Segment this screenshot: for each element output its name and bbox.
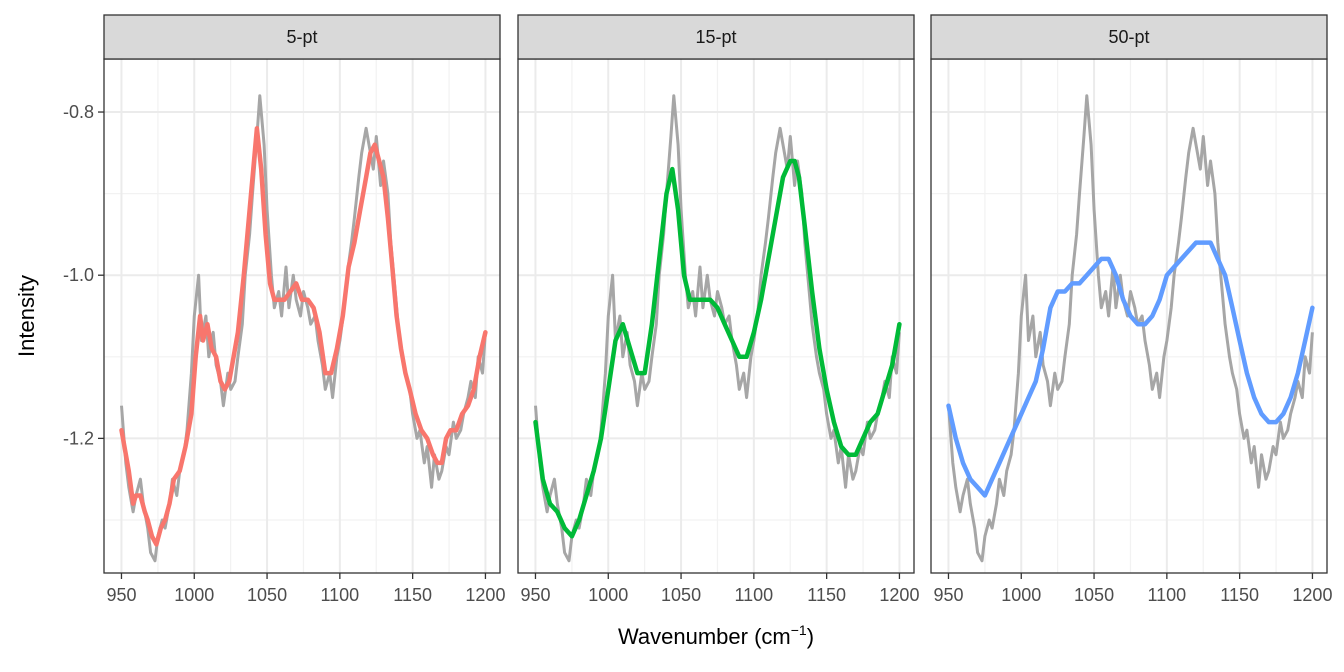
x-tick-label: 1150	[807, 585, 846, 605]
facet-strip	[103, 14, 501, 60]
facet-panel-1: 5-pt 950 1000 1050 1100 1150 1200 -1.2 -1.0 -0.8	[63, 14, 505, 605]
facet-strip	[930, 14, 1328, 60]
smoothed-line-15-pt	[533, 158, 902, 539]
x-tick-label: 1050	[1074, 585, 1114, 605]
x-tick-label: 950	[933, 585, 963, 605]
y-axis-title: Intensity	[14, 275, 39, 357]
x-axis-title-superscript: −1	[791, 622, 807, 638]
smoothed-line-50-pt	[946, 240, 1315, 498]
y-tick-label: -1.0	[63, 265, 94, 285]
x-tick-label: 1200	[465, 585, 505, 605]
panels-layer: 5-pt 950 1000 1050 1100 1150 1200 -1.2 -1.0 -0.8 1…	[63, 14, 1332, 605]
facet-panel-3: 50-pt 950 1000 1050 1100 1150 1200	[930, 14, 1332, 605]
facet-panel-2: 15-pt 950 1000 1050 1100 1150 1200	[517, 14, 919, 605]
x-tick-label: 1050	[247, 585, 287, 605]
x-tick-label: 1100	[1147, 585, 1186, 605]
x-tick-label: 1200	[879, 585, 919, 605]
x-tick-label: 1000	[174, 585, 214, 605]
x-tick-label: 950	[106, 585, 136, 605]
x-tick-label: 1000	[1001, 585, 1041, 605]
facet-strip-label: 5-pt	[286, 27, 317, 47]
facet-strip-label: 50-pt	[1108, 27, 1149, 47]
x-tick-label: 1150	[393, 585, 432, 605]
raw-spectrum-line	[947, 94, 1314, 563]
x-axis-title-close: )	[807, 624, 814, 649]
facet-strip-label: 15-pt	[695, 27, 736, 47]
x-axis-title-main: Wavenumber (cm	[618, 624, 791, 649]
x-tick-label: 1150	[1220, 585, 1259, 605]
y-tick-label: -1.2	[63, 428, 94, 448]
x-tick-label: 1000	[588, 585, 628, 605]
x-tick-label: 1200	[1292, 585, 1332, 605]
x-tick-label: 1050	[661, 585, 701, 605]
x-axis-title: Wavenumber (cm−1)	[618, 622, 814, 649]
smoothed-line-5-pt	[119, 126, 488, 547]
x-tick-label: 1100	[734, 585, 773, 605]
x-tick-label: 1100	[320, 585, 359, 605]
x-tick-label: 950	[520, 585, 550, 605]
facet-strip	[517, 14, 915, 60]
y-tick-label: -0.8	[63, 102, 94, 122]
